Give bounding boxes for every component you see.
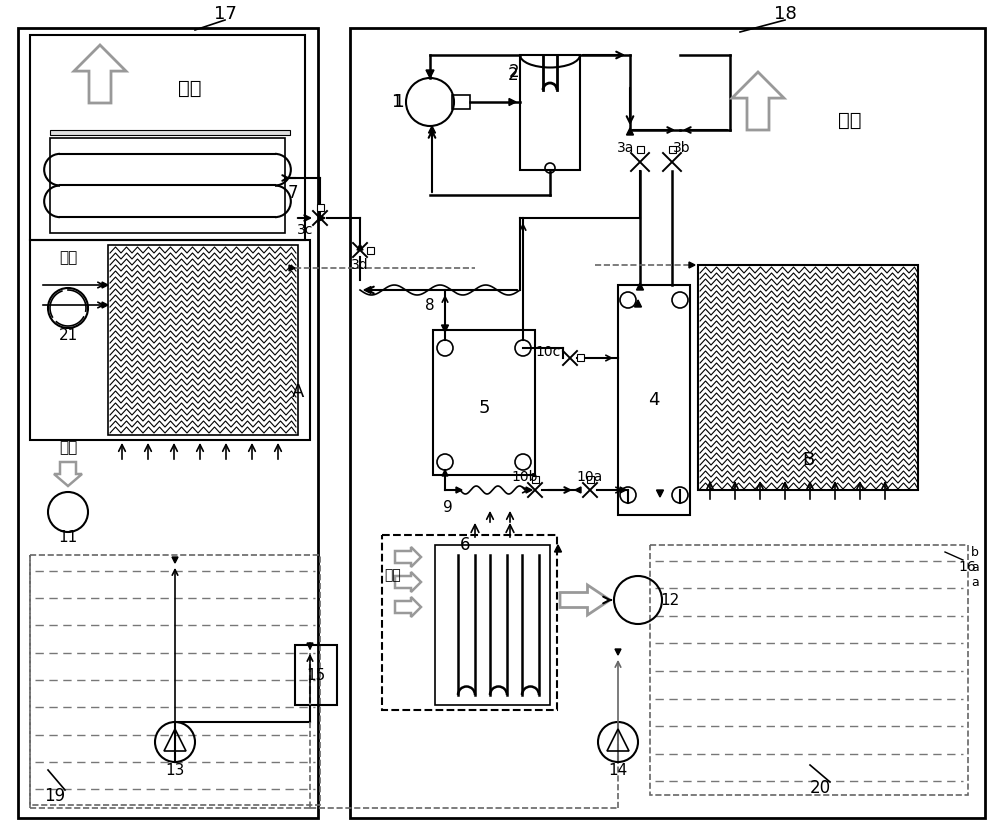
Polygon shape [689, 262, 695, 268]
Bar [637, 146, 644, 153]
Polygon shape [442, 470, 448, 476]
Text: 17: 17 [214, 5, 236, 23]
Text: 送风: 送风 [178, 79, 202, 97]
Bar [577, 354, 584, 361]
Bar [650, 545, 968, 795]
Text: 2: 2 [508, 66, 518, 84]
Text: 1: 1 [393, 93, 403, 111]
Text: 3a: 3a [617, 141, 635, 155]
Bar [520, 55, 580, 170]
Bar [30, 240, 310, 440]
Text: 3b: 3b [673, 141, 691, 155]
Text: 1: 1 [391, 93, 401, 111]
Text: 10c: 10c [535, 345, 561, 359]
Bar [618, 285, 690, 515]
Text: 回风: 回风 [59, 251, 77, 266]
Polygon shape [357, 244, 363, 250]
Polygon shape [615, 649, 621, 655]
Polygon shape [319, 215, 325, 221]
Polygon shape [635, 300, 642, 307]
Polygon shape [637, 283, 644, 290]
Bar [350, 28, 985, 818]
Text: 15: 15 [306, 668, 326, 682]
Text: 3d: 3d [351, 258, 369, 272]
Polygon shape [428, 126, 436, 133]
Polygon shape [289, 265, 295, 271]
Bar [586, 476, 594, 483]
Polygon shape [526, 487, 532, 493]
Text: 2: 2 [509, 63, 519, 81]
Text: 10b: 10b [512, 470, 538, 484]
Polygon shape [509, 99, 516, 106]
Bar [50, 138, 285, 233]
Text: a: a [971, 576, 979, 588]
Text: 21: 21 [58, 328, 78, 343]
Polygon shape [626, 128, 634, 135]
Text: 排风: 排风 [838, 111, 862, 130]
Polygon shape [102, 282, 108, 288]
Polygon shape [456, 487, 462, 493]
Text: a: a [971, 561, 979, 573]
Polygon shape [656, 490, 664, 497]
Bar [295, 645, 337, 705]
Text: 4: 4 [648, 391, 660, 409]
Text: b: b [971, 546, 979, 558]
Text: 16: 16 [958, 560, 976, 574]
Text: 5: 5 [478, 399, 490, 417]
Text: 18: 18 [774, 5, 796, 23]
Polygon shape [442, 325, 448, 332]
Bar [18, 28, 318, 818]
Text: 10a: 10a [577, 470, 603, 484]
Polygon shape [554, 545, 562, 552]
Bar [30, 555, 320, 805]
Text: 回风: 回风 [385, 568, 401, 582]
Bar [668, 146, 676, 153]
Text: 19: 19 [44, 787, 66, 805]
Text: 14: 14 [608, 763, 628, 778]
Bar [108, 245, 298, 435]
Bar [382, 535, 557, 710]
Text: 20: 20 [809, 779, 831, 797]
Bar [532, 476, 538, 483]
Text: 新风: 新风 [59, 441, 77, 456]
Polygon shape [307, 643, 313, 649]
Text: 3c: 3c [297, 223, 313, 237]
Text: 12: 12 [660, 592, 680, 608]
Text: 13: 13 [165, 763, 185, 778]
Text: 8: 8 [425, 297, 435, 313]
Polygon shape [102, 302, 108, 308]
Bar [30, 35, 305, 240]
Polygon shape [172, 557, 178, 563]
Bar [452, 95, 470, 109]
Text: 11: 11 [58, 530, 78, 545]
Bar [433, 330, 535, 475]
Bar [316, 204, 324, 211]
Polygon shape [620, 487, 626, 493]
Text: 7: 7 [288, 184, 298, 202]
Polygon shape [575, 487, 581, 493]
Bar [50, 130, 290, 135]
Bar [435, 545, 550, 705]
Bar [698, 265, 918, 490]
Bar [367, 246, 374, 254]
Text: 9: 9 [443, 499, 453, 515]
Text: 6: 6 [460, 536, 470, 554]
Polygon shape [426, 70, 434, 78]
Text: A: A [292, 383, 304, 401]
Polygon shape [364, 287, 371, 293]
Text: B: B [802, 451, 814, 469]
